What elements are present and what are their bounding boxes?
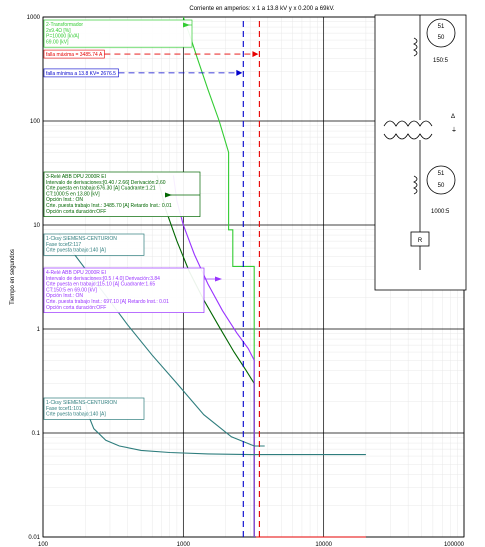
annotation-line: Crte puesta en trabajo:115.10 [A] Cuadra…: [46, 282, 155, 288]
annotation-line: 3-Relé ABB DPU 2000R EI: [46, 174, 106, 180]
annotation-line: Intervalo de derivaciones:[0.40 / 2.66] …: [46, 180, 166, 186]
annotation-line: Opción Inst.: ON: [46, 293, 83, 299]
annotation-line: Crte puesta trabajo:140 [A]: [46, 412, 106, 418]
annotation-line: Opción corta duración:OFF: [46, 305, 106, 311]
y-tick-label: 100: [30, 119, 41, 125]
y-axis: 1000 100 10 1 0.1 0.01: [27, 15, 41, 541]
annotation-line: Crte. puesta trabajo Inst.: 3485.70 [A] …: [46, 203, 172, 209]
annotation-box-3: [43, 233, 145, 256]
annotation-line: 2x9.4Ω [%]: [46, 28, 71, 34]
annotation-line: Opción Inst.: ON: [46, 197, 83, 203]
annotation-box-2: [43, 171, 201, 217]
one-line-diagram: 51 50 150:5 Δ ⏚ 51 50 1000:5 R: [374, 14, 467, 291]
annotation-line: Crte. puesta trabajo Inst.: 697.10 [A] R…: [46, 299, 169, 305]
series-line-2: [156, 175, 255, 537]
fault-marker-label-1: falla máxima = 3485.74 A: [46, 52, 103, 58]
annotation-line: 2-Transformador: [46, 22, 83, 28]
annotation-line: Fase tccef1:101: [46, 406, 82, 412]
series-line-5: [84, 401, 366, 456]
x-axis: 100 1000 10000 100000: [38, 542, 465, 547]
wye-ground-icon: ⏚: [451, 127, 457, 134]
fault-marker-arrow-1: [252, 51, 259, 58]
annotation-arrow-2: [165, 192, 172, 198]
annotation-line: Crte puesta trabajo:140 [A]: [46, 248, 106, 254]
y-tick-label: 10: [33, 223, 40, 229]
annotation-box-4: [43, 267, 205, 313]
y-tick-label: 0.01: [28, 535, 40, 541]
annotation-arrow-1: [183, 22, 190, 28]
fault-marker-arrow-2: [236, 69, 243, 76]
series-group: [58, 16, 366, 538]
y-tick-label: 0.1: [32, 431, 41, 437]
annotation-arrow-4: [215, 276, 222, 282]
annotation-line: P=10000 [kVA]: [46, 34, 80, 40]
fault-markers: falla máxima = 3485.74 A falla mínima a 1…: [43, 49, 259, 78]
x-tick-label: 10000: [315, 542, 332, 547]
annotation-line: Crte.puesta en trabajo:676.30 [A] Cuadra…: [46, 186, 156, 192]
annotation-box-5: [43, 397, 145, 420]
relay-bottom-circle: [426, 165, 456, 195]
x-tick-label: 100000: [444, 542, 465, 547]
series-line-1: [182, 16, 255, 537]
x-tick-label: 100: [38, 542, 49, 547]
relay-bottom-code2: 50: [438, 183, 445, 189]
one-line-frame: [374, 14, 467, 291]
annotation-box-1: [43, 19, 193, 48]
chart-title: Corriente en amperios: x 1 a 13.8 kV y x…: [189, 6, 335, 12]
x-tick-label: 1000: [177, 542, 191, 547]
y-axis-label: Tiempo en segundos: [10, 249, 16, 305]
annotation-line: CT:150:5 en 69.00 [kV]: [46, 287, 97, 293]
relay-bottom-ct: 1000:5: [431, 209, 450, 215]
relay-top-code1: 51: [438, 24, 445, 30]
annotation-line: CT:1000:5 en 13.80 [kV]: [46, 191, 100, 197]
relay-top-code2: 50: [438, 35, 445, 41]
fault-marker-label-2: falla mínima a 13.8 KV= 2676.5: [46, 71, 116, 77]
annotation-line: Opción corta duración:OFF: [46, 209, 106, 215]
annotation-line: 69.00 [kV]: [46, 39, 69, 45]
relay-bottom-code1: 51: [438, 171, 445, 177]
annotation-line: Fase tccef2:117: [46, 242, 81, 248]
relay-top-circle: [426, 18, 456, 48]
annotation-line: 4-Relé ABB DPU 2000R EI: [46, 270, 106, 276]
recloser-label: R: [418, 238, 423, 244]
y-tick-label: 1000: [27, 15, 41, 21]
relay-top-ct: 150:5: [433, 58, 449, 64]
transformer-icon: [383, 120, 433, 127]
annotation-line: 1-Cksy SIEMENS-CENTURION: [46, 236, 117, 242]
y-tick-label: 1: [37, 327, 41, 333]
delta-symbol: Δ: [451, 114, 455, 120]
annotation-line: 1-Cksy SIEMENS-CENTURION: [46, 400, 117, 406]
annotation-line: Intervalo de derivaciones:[0.5 / 4.0] De…: [46, 276, 160, 282]
